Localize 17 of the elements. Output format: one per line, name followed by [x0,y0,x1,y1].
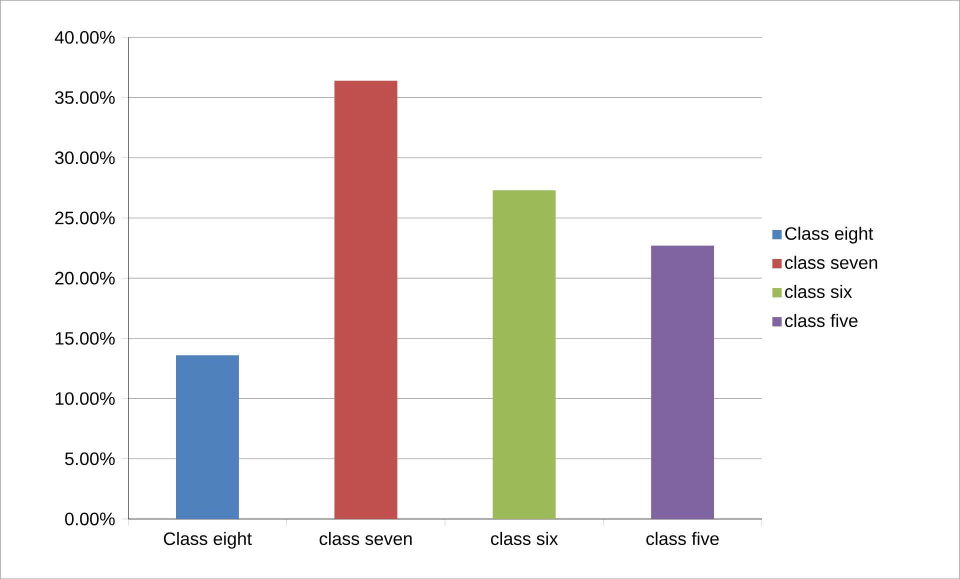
y-tick-label: 0.00% [65,512,115,526]
x-tick-label: class five [646,532,719,545]
y-tick-label: 10.00% [56,392,115,405]
y-tick-label: 40.00% [54,30,115,44]
y-tick-label: 35.00% [55,91,115,104]
legend-label: class six [785,284,852,298]
y-tick-label: 25.00% [55,211,115,224]
y-tick-label: 15.00% [56,332,115,345]
legend-label: class five [785,314,858,327]
x-tick-label: class six [491,532,558,545]
legend-label: Class eight [785,226,874,244]
legend-label: class seven [785,256,878,269]
y-tick-label: 20.00% [55,272,115,284]
y-tick-label: 5.00% [65,452,115,465]
y-tick-label: 30.00% [55,151,115,164]
x-tick-label: Class eight [164,532,252,548]
x-tick-label: class seven [320,532,412,545]
